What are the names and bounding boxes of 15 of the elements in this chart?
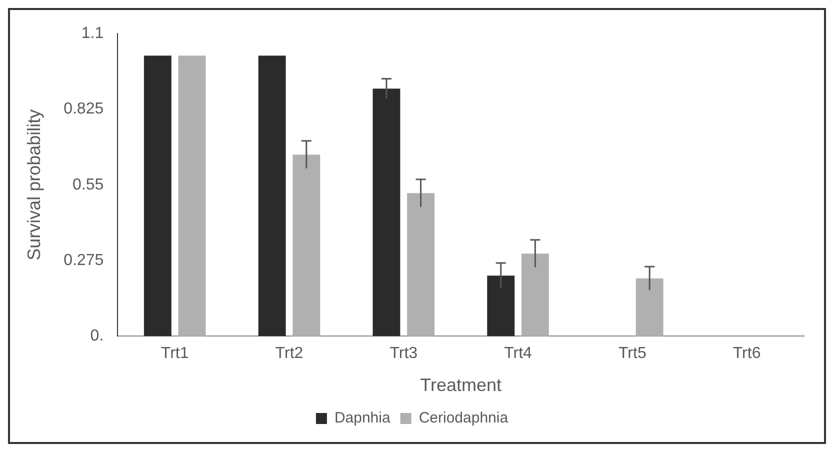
- y-tick-label: 0.: [90, 328, 104, 345]
- y-axis-title: Survival probability: [24, 109, 44, 260]
- x-tick-label: Trt1: [160, 345, 189, 362]
- legend-label: Ceriodaphnia: [418, 410, 509, 427]
- x-axis-title: Treatment: [420, 375, 502, 396]
- x-tick-label: Trt3: [390, 345, 418, 362]
- x-tick-label: Trt2: [275, 345, 304, 362]
- y-tick-label: 0.825: [64, 100, 104, 118]
- y-tick-label: 0.55: [72, 176, 104, 194]
- x-tick-label: Trt6: [732, 345, 761, 362]
- x-tick-label: Trt5: [618, 345, 646, 362]
- legend-label: Dapnhia: [334, 410, 391, 427]
- y-tick-label: 0.275: [64, 252, 104, 269]
- x-tick-label: Trt4: [504, 345, 532, 362]
- y-tick-label: 1.1: [81, 25, 104, 42]
